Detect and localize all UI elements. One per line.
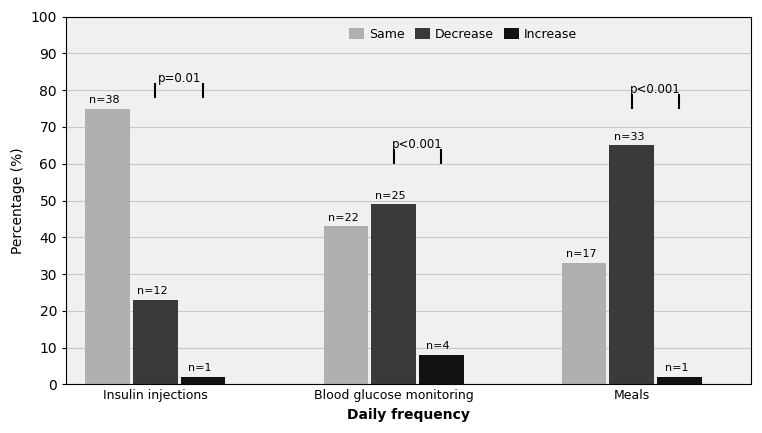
Text: n=1: n=1 (188, 363, 212, 373)
X-axis label: Daily frequency: Daily frequency (347, 408, 470, 422)
Text: p<0.001: p<0.001 (630, 83, 681, 96)
Bar (133, 300, 178, 385)
Text: p=0.01: p=0.01 (158, 72, 201, 85)
Text: n=12: n=12 (137, 286, 168, 296)
Bar (657, 377, 702, 385)
Legend: Same, Decrease, Increase: Same, Decrease, Increase (344, 23, 582, 46)
Text: n=33: n=33 (613, 132, 644, 142)
Bar (181, 377, 226, 385)
Text: n=1: n=1 (664, 363, 688, 373)
Y-axis label: Percentage (%): Percentage (%) (11, 147, 25, 254)
Text: n=38: n=38 (89, 95, 120, 105)
Text: n=17: n=17 (566, 249, 597, 259)
Text: n=22: n=22 (328, 213, 358, 223)
Bar (419, 355, 463, 385)
Bar (85, 109, 130, 385)
Text: n=4: n=4 (427, 341, 450, 351)
Text: n=25: n=25 (376, 191, 406, 200)
Bar (562, 263, 607, 385)
Bar (324, 226, 368, 385)
Bar (610, 145, 654, 385)
Text: p<0.001: p<0.001 (392, 138, 443, 151)
Bar (371, 204, 416, 385)
